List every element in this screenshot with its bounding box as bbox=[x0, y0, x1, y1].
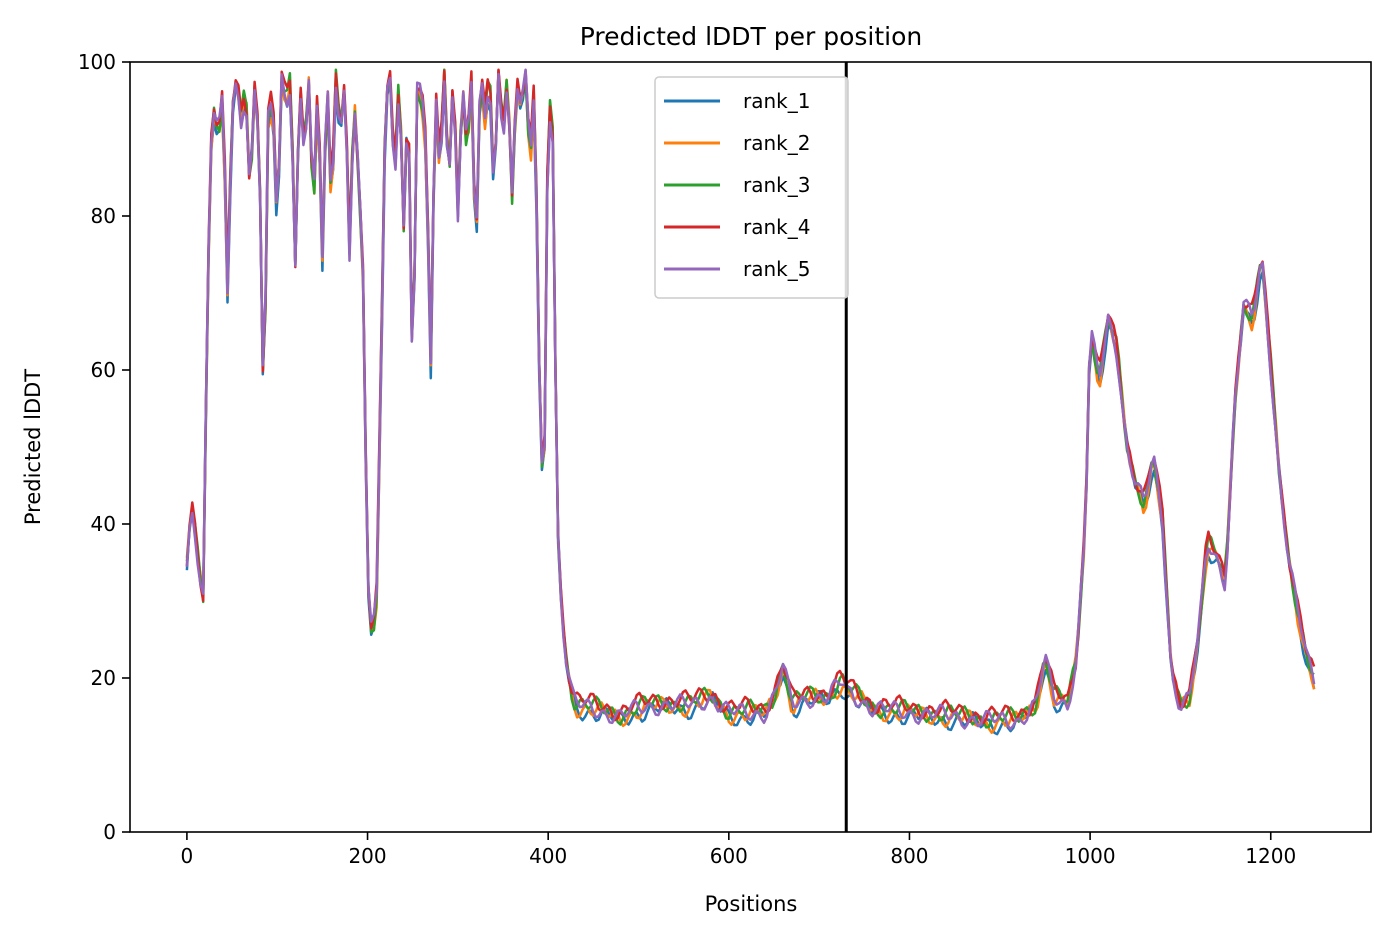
y-axis: 0 20 40 60 80 100 bbox=[78, 50, 130, 844]
x-tick-label: 800 bbox=[890, 844, 928, 868]
x-tick-label: 1000 bbox=[1065, 844, 1116, 868]
x-tick-label: 1200 bbox=[1245, 844, 1296, 868]
x-tick-label: 200 bbox=[348, 844, 386, 868]
x-axis: 0 200 400 600 800 1000 1200 bbox=[181, 832, 1296, 868]
plot-frame bbox=[129, 61, 1372, 833]
plot-series bbox=[185, 68, 1316, 736]
chart-title: Predicted lDDT per position bbox=[580, 22, 922, 51]
x-tick-label: 400 bbox=[529, 844, 567, 868]
y-tick-label: 20 bbox=[91, 666, 116, 690]
y-axis-label: Predicted lDDT bbox=[21, 369, 45, 525]
y-tick-label: 80 bbox=[91, 204, 116, 228]
legend-label-rank_3: rank_3 bbox=[743, 173, 810, 197]
y-tick-label: 60 bbox=[91, 358, 116, 382]
x-axis-label: Positions bbox=[705, 892, 798, 916]
legend-label-rank_5: rank_5 bbox=[743, 257, 810, 281]
x-tick-label: 600 bbox=[710, 844, 748, 868]
y-tick-label: 0 bbox=[103, 820, 116, 844]
x-tick-label: 0 bbox=[181, 844, 194, 868]
legend-label-rank_1: rank_1 bbox=[743, 89, 810, 113]
legend-label-rank_2: rank_2 bbox=[743, 131, 810, 155]
series-line-rank_5 bbox=[185, 68, 1316, 731]
legend: rank_1 rank_2 rank_3 rank_4 rank_5 bbox=[654, 76, 849, 299]
y-tick-label: 100 bbox=[78, 50, 116, 74]
legend-box bbox=[654, 76, 849, 299]
legend-label-rank_4: rank_4 bbox=[743, 215, 810, 239]
y-tick-label: 40 bbox=[91, 512, 116, 536]
